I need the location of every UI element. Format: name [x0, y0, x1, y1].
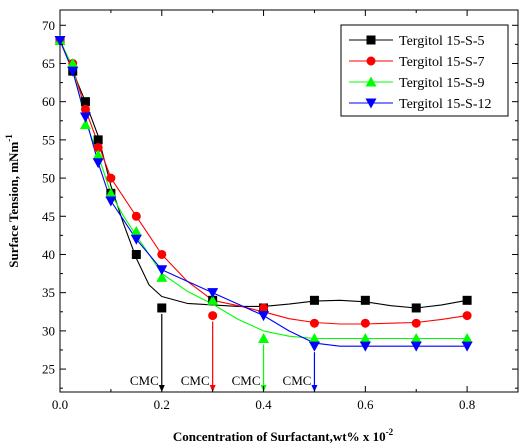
plot-area-frame: [59, 9, 519, 393]
data-point-series-3: [359, 333, 371, 344]
x-tick-label: 0.6: [357, 397, 374, 412]
legend-marker-4: [365, 98, 377, 109]
x-tick-label: 0.8: [459, 397, 475, 412]
legend-label-2: Tergitol 15-S-7: [399, 55, 484, 70]
data-point-series-1: [80, 97, 90, 107]
data-point-series-3: [258, 333, 270, 344]
y-tick-label: 40: [42, 247, 55, 262]
y-tick-label: 55: [42, 132, 55, 147]
cmc-label: CMC: [181, 373, 210, 388]
data-point-series-2: [411, 318, 421, 328]
y-axis-title: Surface Tension, mNm-1: [4, 134, 21, 268]
data-point-series-3: [156, 271, 168, 282]
data-point-series-1: [131, 249, 141, 259]
data-point-series-2: [208, 311, 218, 321]
x-axis-title-main: Concentration of Surfactant,wt% x 10: [173, 429, 386, 444]
y-tick-label: 50: [42, 171, 55, 186]
x-tick-label: 0.2: [154, 397, 170, 412]
data-point-series-3: [79, 119, 91, 130]
data-point-series-3: [67, 57, 79, 68]
legend-marker-2: [366, 56, 376, 66]
data-point-series-2: [462, 311, 472, 321]
legend-label-4: Tergitol 15-S-12: [399, 97, 491, 112]
data-point-series-4: [92, 158, 104, 169]
data-point-series-4: [67, 66, 79, 77]
legend-label-3: Tergitol 15-S-9: [399, 76, 484, 91]
data-point-series-2: [360, 318, 370, 328]
cmc-label: CMC: [232, 373, 261, 388]
data-point-series-1: [360, 295, 370, 305]
cmc-arrow-head: [209, 385, 216, 392]
data-point-series-4: [461, 341, 473, 352]
data-point-series-3: [461, 333, 473, 344]
x-tick-label: 0.0: [52, 397, 68, 412]
x-axis-title: Concentration of Surfactant,wt% x 10-2: [173, 427, 394, 444]
y-tick-label: 35: [42, 285, 55, 300]
data-point-series-4: [105, 196, 117, 207]
y-tick-label: 60: [42, 94, 55, 109]
data-point-series-2: [259, 303, 269, 313]
data-point-series-1: [157, 303, 167, 313]
data-point-series-2: [309, 318, 319, 328]
y-tick-label: 25: [42, 362, 55, 377]
data-point-series-1: [411, 303, 421, 313]
y-axis-title-sup: -1: [4, 134, 14, 142]
data-point-series-3: [92, 149, 104, 160]
y-axis-title-main: Surface Tension, mNm: [6, 142, 21, 268]
legend-marker-1: [366, 35, 376, 45]
data-point-series-4: [79, 112, 91, 123]
data-point-series-2: [106, 173, 116, 183]
data-point-series-4: [258, 311, 270, 322]
data-point-series-4: [308, 341, 320, 352]
cmc-label: CMC: [130, 373, 159, 388]
data-point-series-1: [93, 135, 103, 145]
y-tick-label: 65: [42, 56, 55, 71]
data-point-series-2: [157, 249, 167, 259]
data-point-series-2: [80, 104, 90, 114]
data-point-series-3: [410, 333, 422, 344]
data-point-series-4: [156, 265, 168, 276]
data-point-series-2: [93, 143, 103, 153]
x-tick-label: 0.4: [255, 397, 272, 412]
data-point-series-4: [54, 36, 66, 47]
data-point-series-3: [105, 187, 117, 198]
data-point-series-4: [130, 234, 142, 245]
data-point-series-2: [131, 211, 141, 221]
data-point-series-1: [462, 295, 472, 305]
y-tick-label: 70: [42, 18, 55, 33]
x-axis-title-sup: -2: [386, 427, 394, 437]
series-line-1: [59, 40, 468, 309]
legend-label-1: Tergitol 15-S-5: [399, 34, 484, 49]
data-point-series-4: [207, 288, 219, 299]
data-point-series-1: [309, 295, 319, 305]
data-point-series-3: [308, 333, 320, 344]
y-tick-label: 30: [42, 323, 55, 338]
data-point-series-3: [130, 226, 142, 237]
data-point-series-3: [207, 294, 219, 305]
y-tick-label: 45: [42, 209, 55, 224]
data-point-series-4: [359, 341, 371, 352]
data-point-series-4: [410, 341, 422, 352]
legend-marker-3: [365, 76, 377, 87]
cmc-label: CMC: [283, 373, 312, 388]
cmc-arrow-head: [311, 385, 318, 392]
